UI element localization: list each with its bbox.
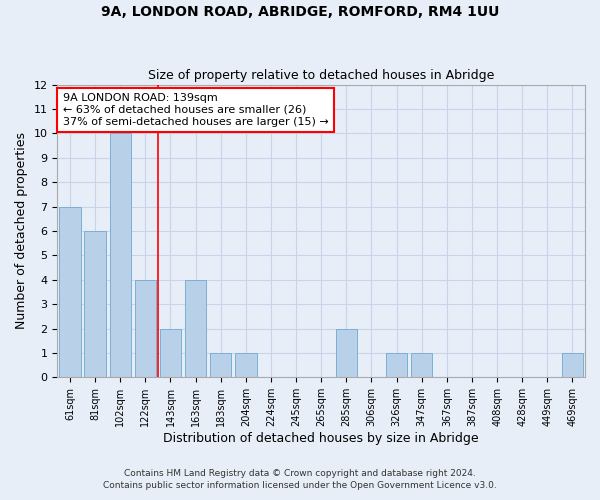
Title: Size of property relative to detached houses in Abridge: Size of property relative to detached ho… xyxy=(148,69,494,82)
Text: 9A LONDON ROAD: 139sqm
← 63% of detached houses are smaller (26)
37% of semi-det: 9A LONDON ROAD: 139sqm ← 63% of detached… xyxy=(62,94,328,126)
Bar xyxy=(110,134,131,378)
Bar xyxy=(335,328,357,378)
Bar xyxy=(562,353,583,378)
Y-axis label: Number of detached properties: Number of detached properties xyxy=(15,132,28,330)
Text: Contains HM Land Registry data © Crown copyright and database right 2024.
Contai: Contains HM Land Registry data © Crown c… xyxy=(103,468,497,490)
Bar xyxy=(210,353,232,378)
Bar xyxy=(59,206,80,378)
X-axis label: Distribution of detached houses by size in Abridge: Distribution of detached houses by size … xyxy=(163,432,479,445)
Bar xyxy=(411,353,433,378)
Bar xyxy=(85,231,106,378)
Bar xyxy=(134,280,156,378)
Text: 9A, LONDON ROAD, ABRIDGE, ROMFORD, RM4 1UU: 9A, LONDON ROAD, ABRIDGE, ROMFORD, RM4 1… xyxy=(101,5,499,19)
Bar xyxy=(386,353,407,378)
Bar xyxy=(160,328,181,378)
Bar xyxy=(235,353,257,378)
Bar xyxy=(185,280,206,378)
